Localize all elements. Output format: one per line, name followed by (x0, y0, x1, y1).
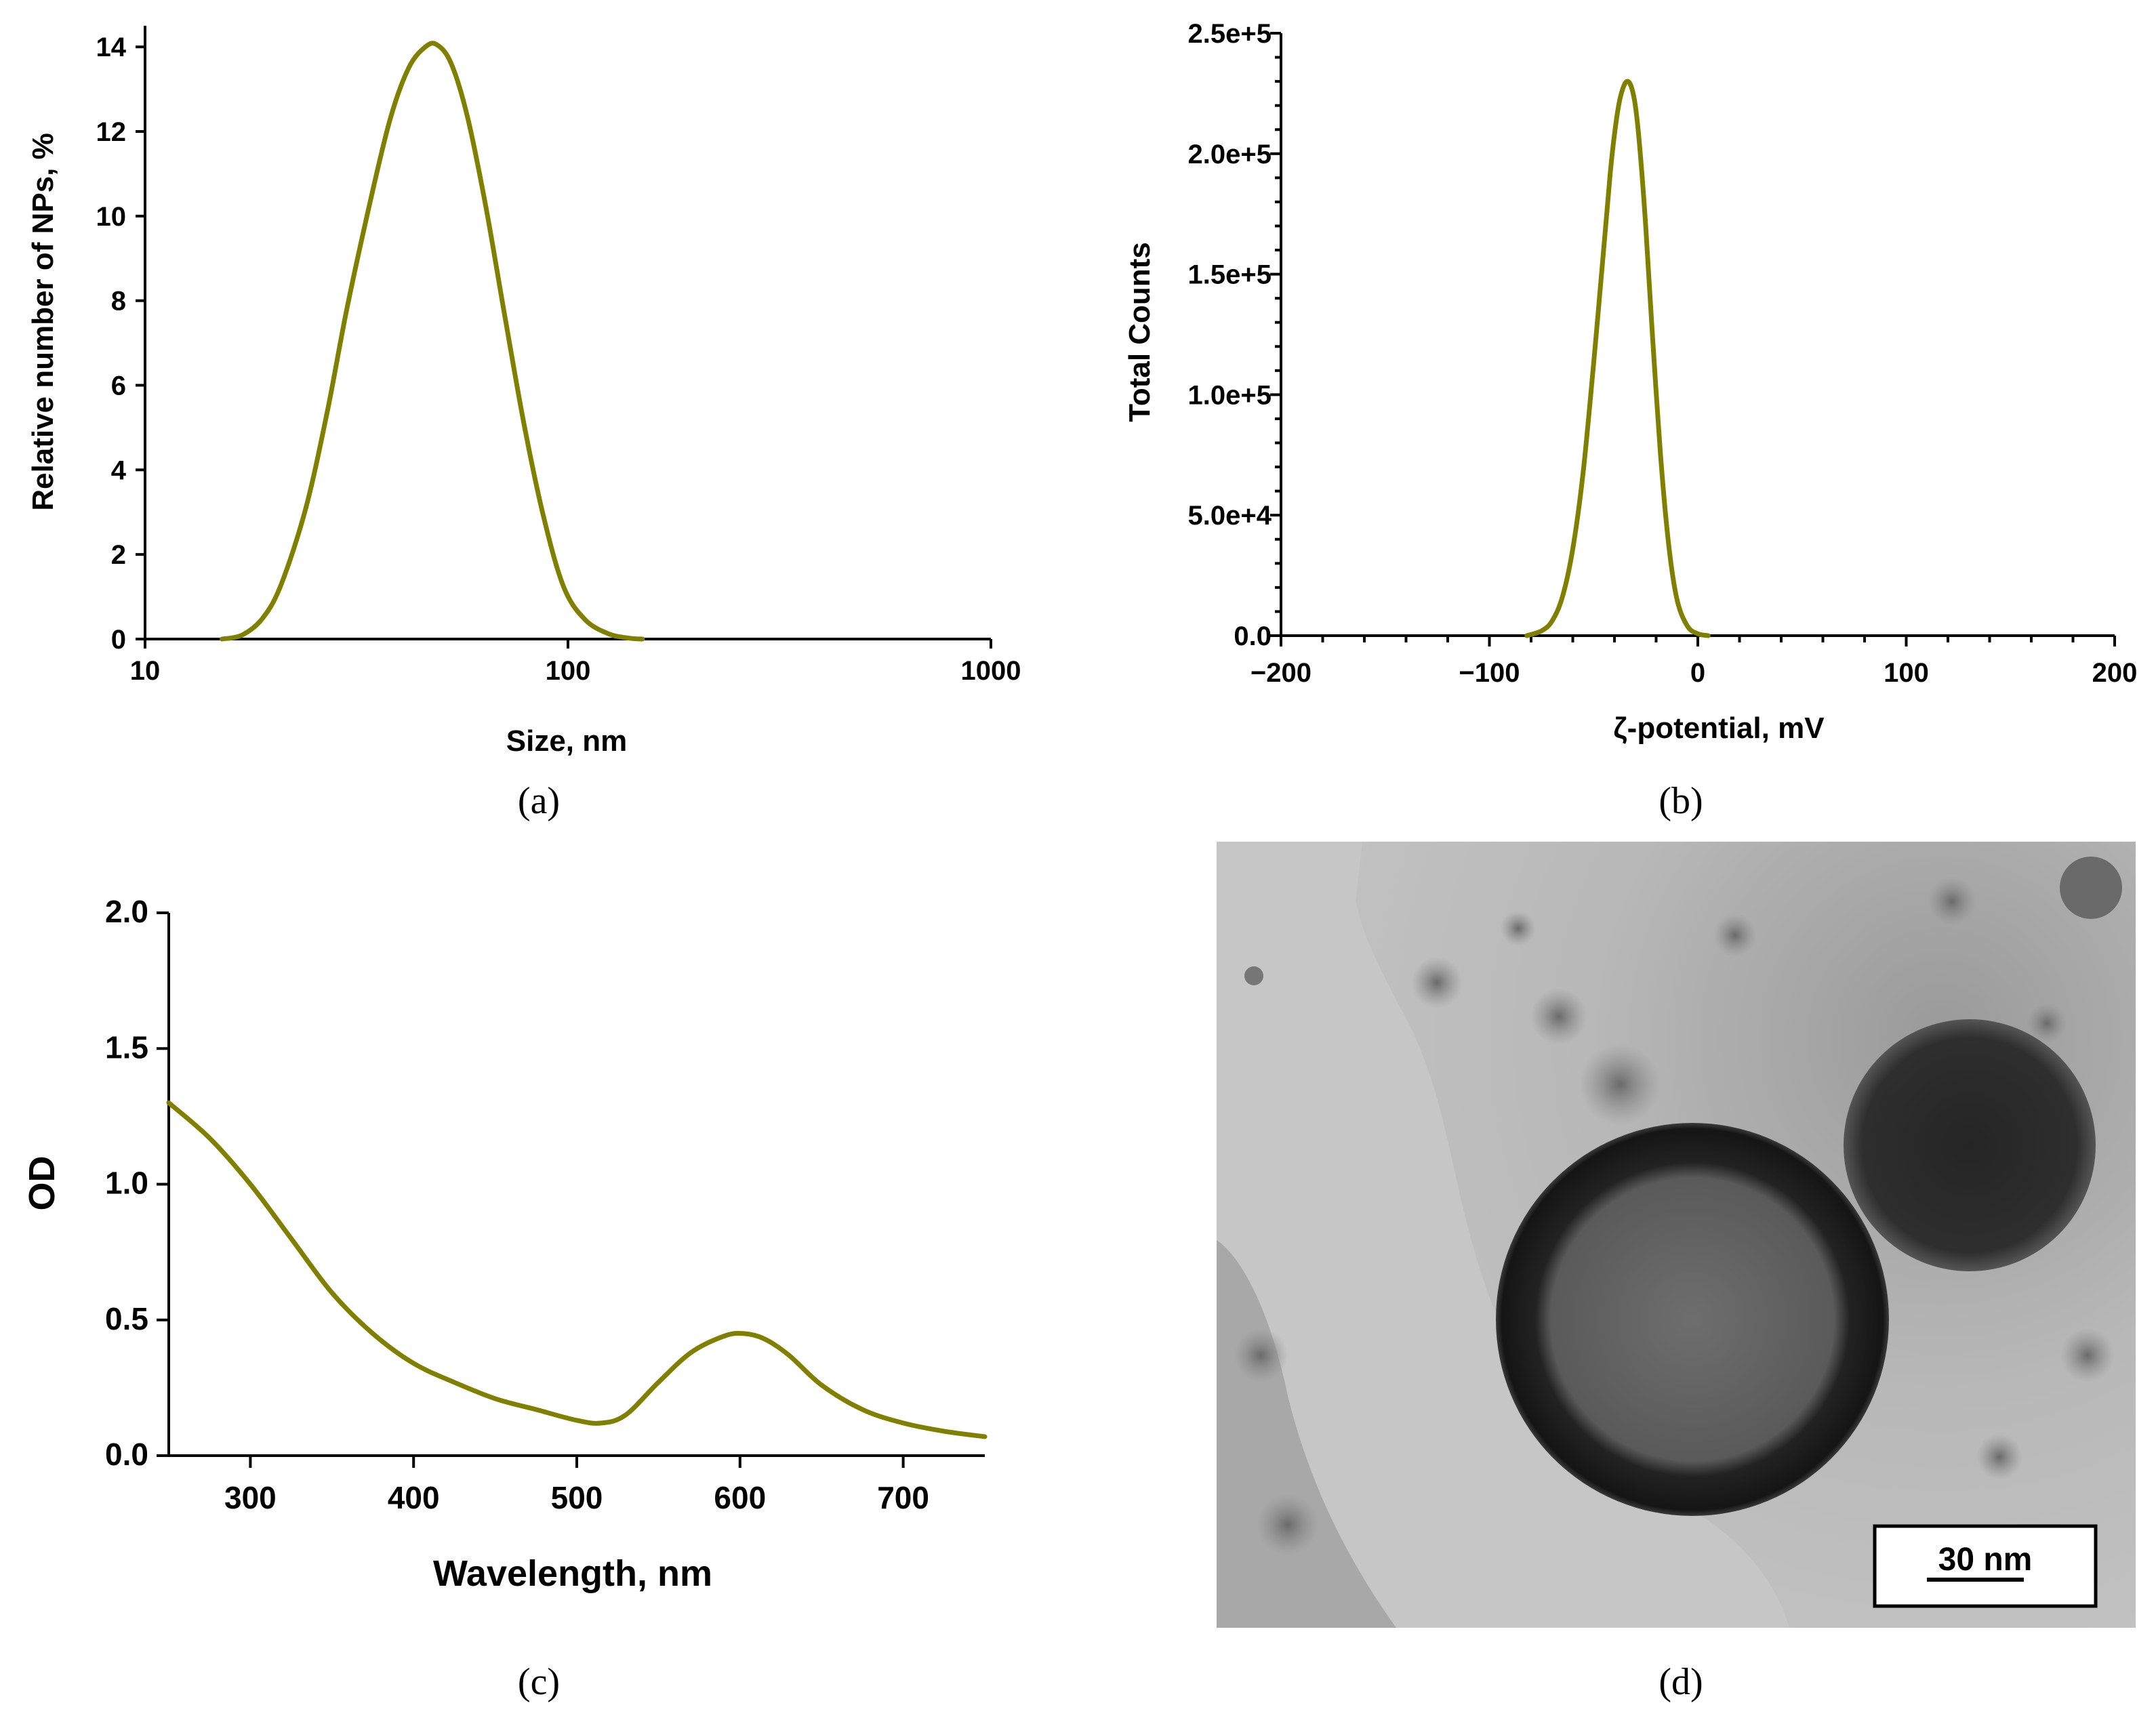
panel-b-y-tick-label: 2.0e+5 (1188, 140, 1272, 169)
panel-b-y-tick-label: 2.5e+5 (1188, 19, 1272, 49)
tem-micrograph: 30 nm (1217, 842, 2136, 1628)
panel-c-series-line (166, 1100, 988, 1439)
panel-a-x-tick-label: 10 (130, 656, 161, 686)
panel-b-y-tick-label: 1.0e+5 (1188, 380, 1272, 410)
panel-b-xlabel: ζ-potential, mV (1613, 712, 1825, 745)
panel-b-label: (b) (1659, 780, 1703, 822)
panel-c-y-tick-label: 1.5 (105, 1029, 148, 1065)
panel-a-y-tick-label: 8 (111, 287, 126, 316)
scale-bar-label: 30 nm (1938, 1542, 2033, 1578)
panel-a-y-tick-label: 10 (96, 202, 127, 232)
panel-c-y-tick-label: 2.0 (105, 894, 148, 929)
panel-c-y-tick-label: 0.0 (105, 1437, 148, 1472)
panel-a-size-distribution: Relative number of NPs, % Size, nm 0 2 4 6 8… (26, 26, 1021, 822)
panel-c-x-tick-label: 500 (551, 1480, 603, 1515)
panel-b-x-tick-label: −200 (1250, 658, 1311, 688)
panel-a-y-tick-label: 12 (96, 117, 127, 147)
panel-c-y-tick-label: 0.5 (105, 1301, 148, 1336)
panel-b-series-line (1524, 79, 1711, 638)
panel-b-y-tick-label: 5.0e+4 (1188, 501, 1272, 531)
panel-a-y-tick-label: 14 (96, 33, 127, 62)
large-particle (1496, 1123, 1889, 1516)
scale-bar-box (1873, 1524, 2098, 1608)
panel-b-ylabel: Total Counts (1123, 242, 1156, 422)
panel-c-xlabel: Wavelength, nm (433, 1553, 712, 1594)
panel-a-xlabel: Size, nm (506, 724, 628, 758)
panel-a-y-tick-label: 0 (111, 625, 126, 655)
panel-a-series-line (220, 41, 645, 642)
panel-a-y-tick-label: 4 (111, 455, 127, 485)
small-particle (1844, 1019, 2096, 1271)
panel-b-y-tick-label: 0.0 (1234, 621, 1272, 651)
panel-d-label: (d) (1659, 1661, 1703, 1703)
panel-b-x-tick-label: 100 (1884, 658, 1929, 688)
panel-c-x-tick-label: 600 (714, 1480, 766, 1515)
panel-a-x-tick-label: 100 (546, 656, 591, 686)
panel-b-x-tick-label: −100 (1459, 658, 1520, 688)
panel-a-ylabel: Relative number of NPs, % (26, 133, 60, 510)
panel-c-absorbance: OD Wavelength, nm 0.0 0.5 1.0 1.5 2.0 300 400 5… (22, 894, 988, 1703)
panel-a-x-tick-label: 1000 (961, 656, 1021, 686)
panel-c-label: (c) (518, 1661, 560, 1703)
panel-b-zeta-potential: Total Counts ζ-potential, mV 0.0 5.0e+4 1.… (1123, 19, 2137, 822)
panel-a-label: (a) (518, 780, 560, 822)
panel-c-ylabel: OD (22, 1156, 62, 1211)
panel-c-x-tick-label: 300 (224, 1480, 277, 1515)
panel-c-x-tick-label: 700 (877, 1480, 929, 1515)
panel-a-y-tick-label: 2 (111, 540, 126, 570)
panel-b-y-tick-label: 1.5e+5 (1188, 260, 1272, 290)
panel-c-y-tick-label: 1.0 (105, 1166, 148, 1201)
panel-b-x-tick-label: 200 (2092, 658, 2138, 688)
panel-b-x-tick-label: 0 (1690, 658, 1705, 688)
panel-d-tem-image: 30 nm (d) (1217, 842, 2136, 1703)
panel-c-x-tick-label: 400 (388, 1480, 440, 1515)
panel-a-y-tick-label: 6 (111, 371, 126, 401)
